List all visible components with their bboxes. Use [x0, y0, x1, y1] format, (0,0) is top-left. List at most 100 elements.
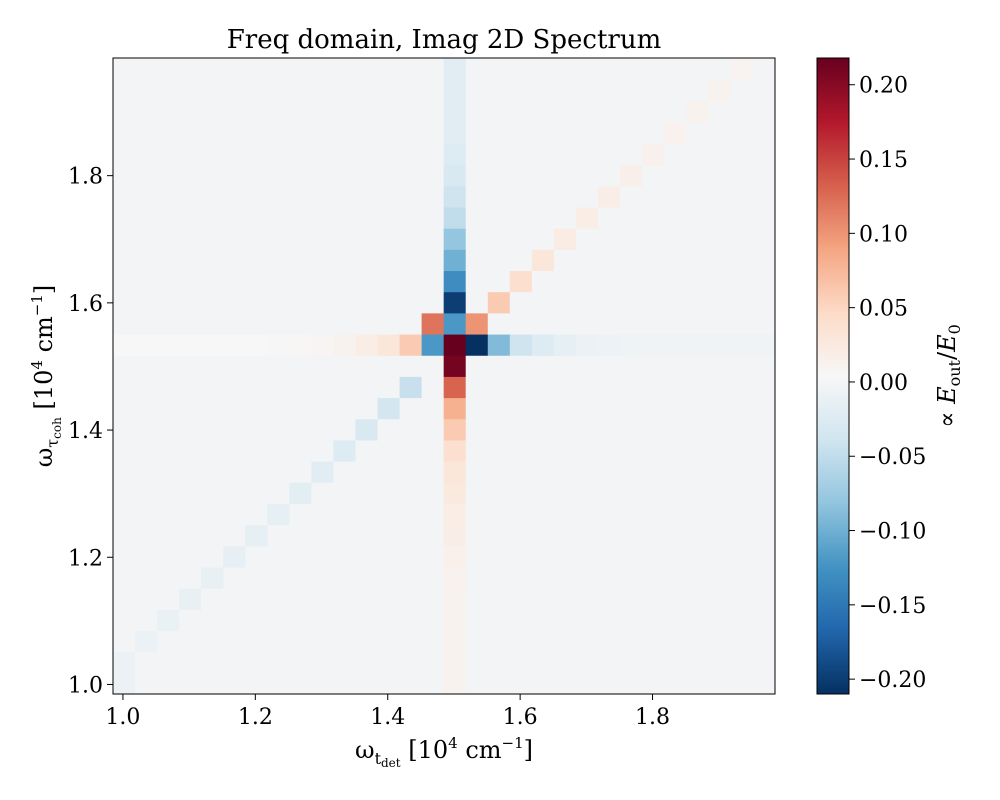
heatmap-cell [620, 545, 643, 568]
heatmap-cell [311, 566, 335, 589]
heatmap-cell [311, 651, 335, 674]
heatmap-cell [333, 185, 357, 208]
heatmap-cell [509, 312, 533, 335]
heatmap-cell [421, 185, 445, 208]
heatmap-cell [201, 418, 224, 441]
heatmap-cell [113, 79, 136, 102]
heatmap-cell [443, 270, 467, 293]
heatmap-cell [531, 143, 555, 166]
heatmap-cell [113, 566, 136, 589]
heatmap-cell [553, 355, 577, 377]
heatmap-cell [355, 418, 379, 441]
heatmap-cell [311, 545, 335, 568]
heatmap-cell [377, 228, 401, 250]
colorbar-label: ∝ Eout/E0 [933, 324, 964, 428]
heatmap-cell [664, 185, 687, 208]
heatmap-cell [399, 439, 423, 462]
heatmap-cell [311, 143, 335, 166]
heatmap-cell [267, 672, 290, 695]
heatmap-cell [553, 143, 577, 166]
heatmap-cell [465, 58, 489, 81]
heatmap-cell [664, 291, 687, 314]
heatmap-cell [686, 609, 709, 632]
heatmap-cell [487, 376, 511, 399]
heatmap-cell [730, 439, 753, 462]
heatmap-cell [509, 206, 533, 229]
heatmap-cell [399, 461, 423, 483]
heatmap-cell [686, 355, 709, 377]
heatmap-cell [664, 672, 687, 695]
heatmap-cell [531, 609, 555, 632]
heatmap-cell [531, 312, 555, 335]
heatmap-cell [730, 122, 753, 144]
heatmap-cell [642, 376, 665, 399]
heatmap-cell [487, 355, 511, 377]
heatmap-cell [399, 79, 423, 102]
heatmap-cell [223, 418, 246, 441]
heatmap-cell [575, 58, 599, 81]
heatmap-cell [642, 651, 665, 674]
heatmap-cell [620, 164, 643, 187]
heatmap-cell [135, 418, 158, 441]
colorbar-tick-label: 0.15 [859, 148, 908, 173]
heatmap-cell [421, 503, 445, 526]
colorbar-tick-label: 0.00 [859, 371, 908, 396]
heatmap-cell [465, 672, 489, 695]
heatmap-cell [509, 524, 533, 547]
heatmap-cell [201, 79, 224, 102]
heatmap-cell [311, 333, 335, 356]
heatmap-cell [553, 100, 577, 123]
heatmap-cell [509, 79, 533, 102]
heatmap-cell [311, 122, 335, 144]
heatmap-cell [245, 122, 268, 144]
heatmap-cell [752, 249, 775, 272]
heatmap-cell [487, 630, 511, 653]
heatmap-cell [553, 249, 577, 272]
heatmap-cell [443, 122, 467, 144]
heatmap-cell [333, 461, 357, 483]
heatmap-cell [355, 291, 379, 314]
heatmap-cell [487, 143, 511, 166]
heatmap-cell [509, 482, 533, 504]
heatmap-cell [708, 482, 731, 504]
heatmap-cell [531, 228, 555, 250]
heatmap-cell [443, 333, 467, 356]
heatmap-cell [531, 58, 555, 81]
heatmap-cell [443, 461, 467, 483]
heatmap-cell [267, 397, 290, 420]
heatmap-cell [487, 609, 511, 632]
heatmap-cell [597, 524, 621, 547]
heatmap-cell [465, 418, 489, 441]
heatmap-cell [113, 185, 136, 208]
heatmap-cell [311, 249, 335, 272]
heatmap-cell [730, 79, 753, 102]
heatmap-cell [399, 185, 423, 208]
heatmap-cell [752, 333, 775, 356]
heatmap-cell [642, 228, 665, 250]
heatmap-cell [355, 545, 379, 568]
heatmap-cell [135, 312, 158, 335]
heatmap-cell [223, 206, 246, 229]
heatmap-cell [597, 418, 621, 441]
heatmap-cell [135, 651, 158, 674]
heatmap-cell [223, 333, 246, 356]
heatmap-cell [377, 566, 401, 589]
heatmap-cell [443, 143, 467, 166]
heatmap-cell [201, 524, 224, 547]
heatmap-cell [597, 333, 621, 356]
heatmap-cell [377, 185, 401, 208]
heatmap-cell [201, 503, 224, 526]
heatmap-cell [664, 164, 687, 187]
heatmap-cell [311, 439, 335, 462]
heatmap-cell [267, 100, 290, 123]
heatmap-cell [201, 630, 224, 653]
heatmap-cell [509, 439, 533, 462]
heatmap-cell [752, 164, 775, 187]
heatmap-cell [421, 270, 445, 293]
heatmap-cell [642, 143, 665, 166]
heatmap-cell [531, 418, 555, 441]
heatmap-cell [752, 291, 775, 314]
heatmap-cell [531, 122, 555, 144]
heatmap-cell [311, 524, 335, 547]
